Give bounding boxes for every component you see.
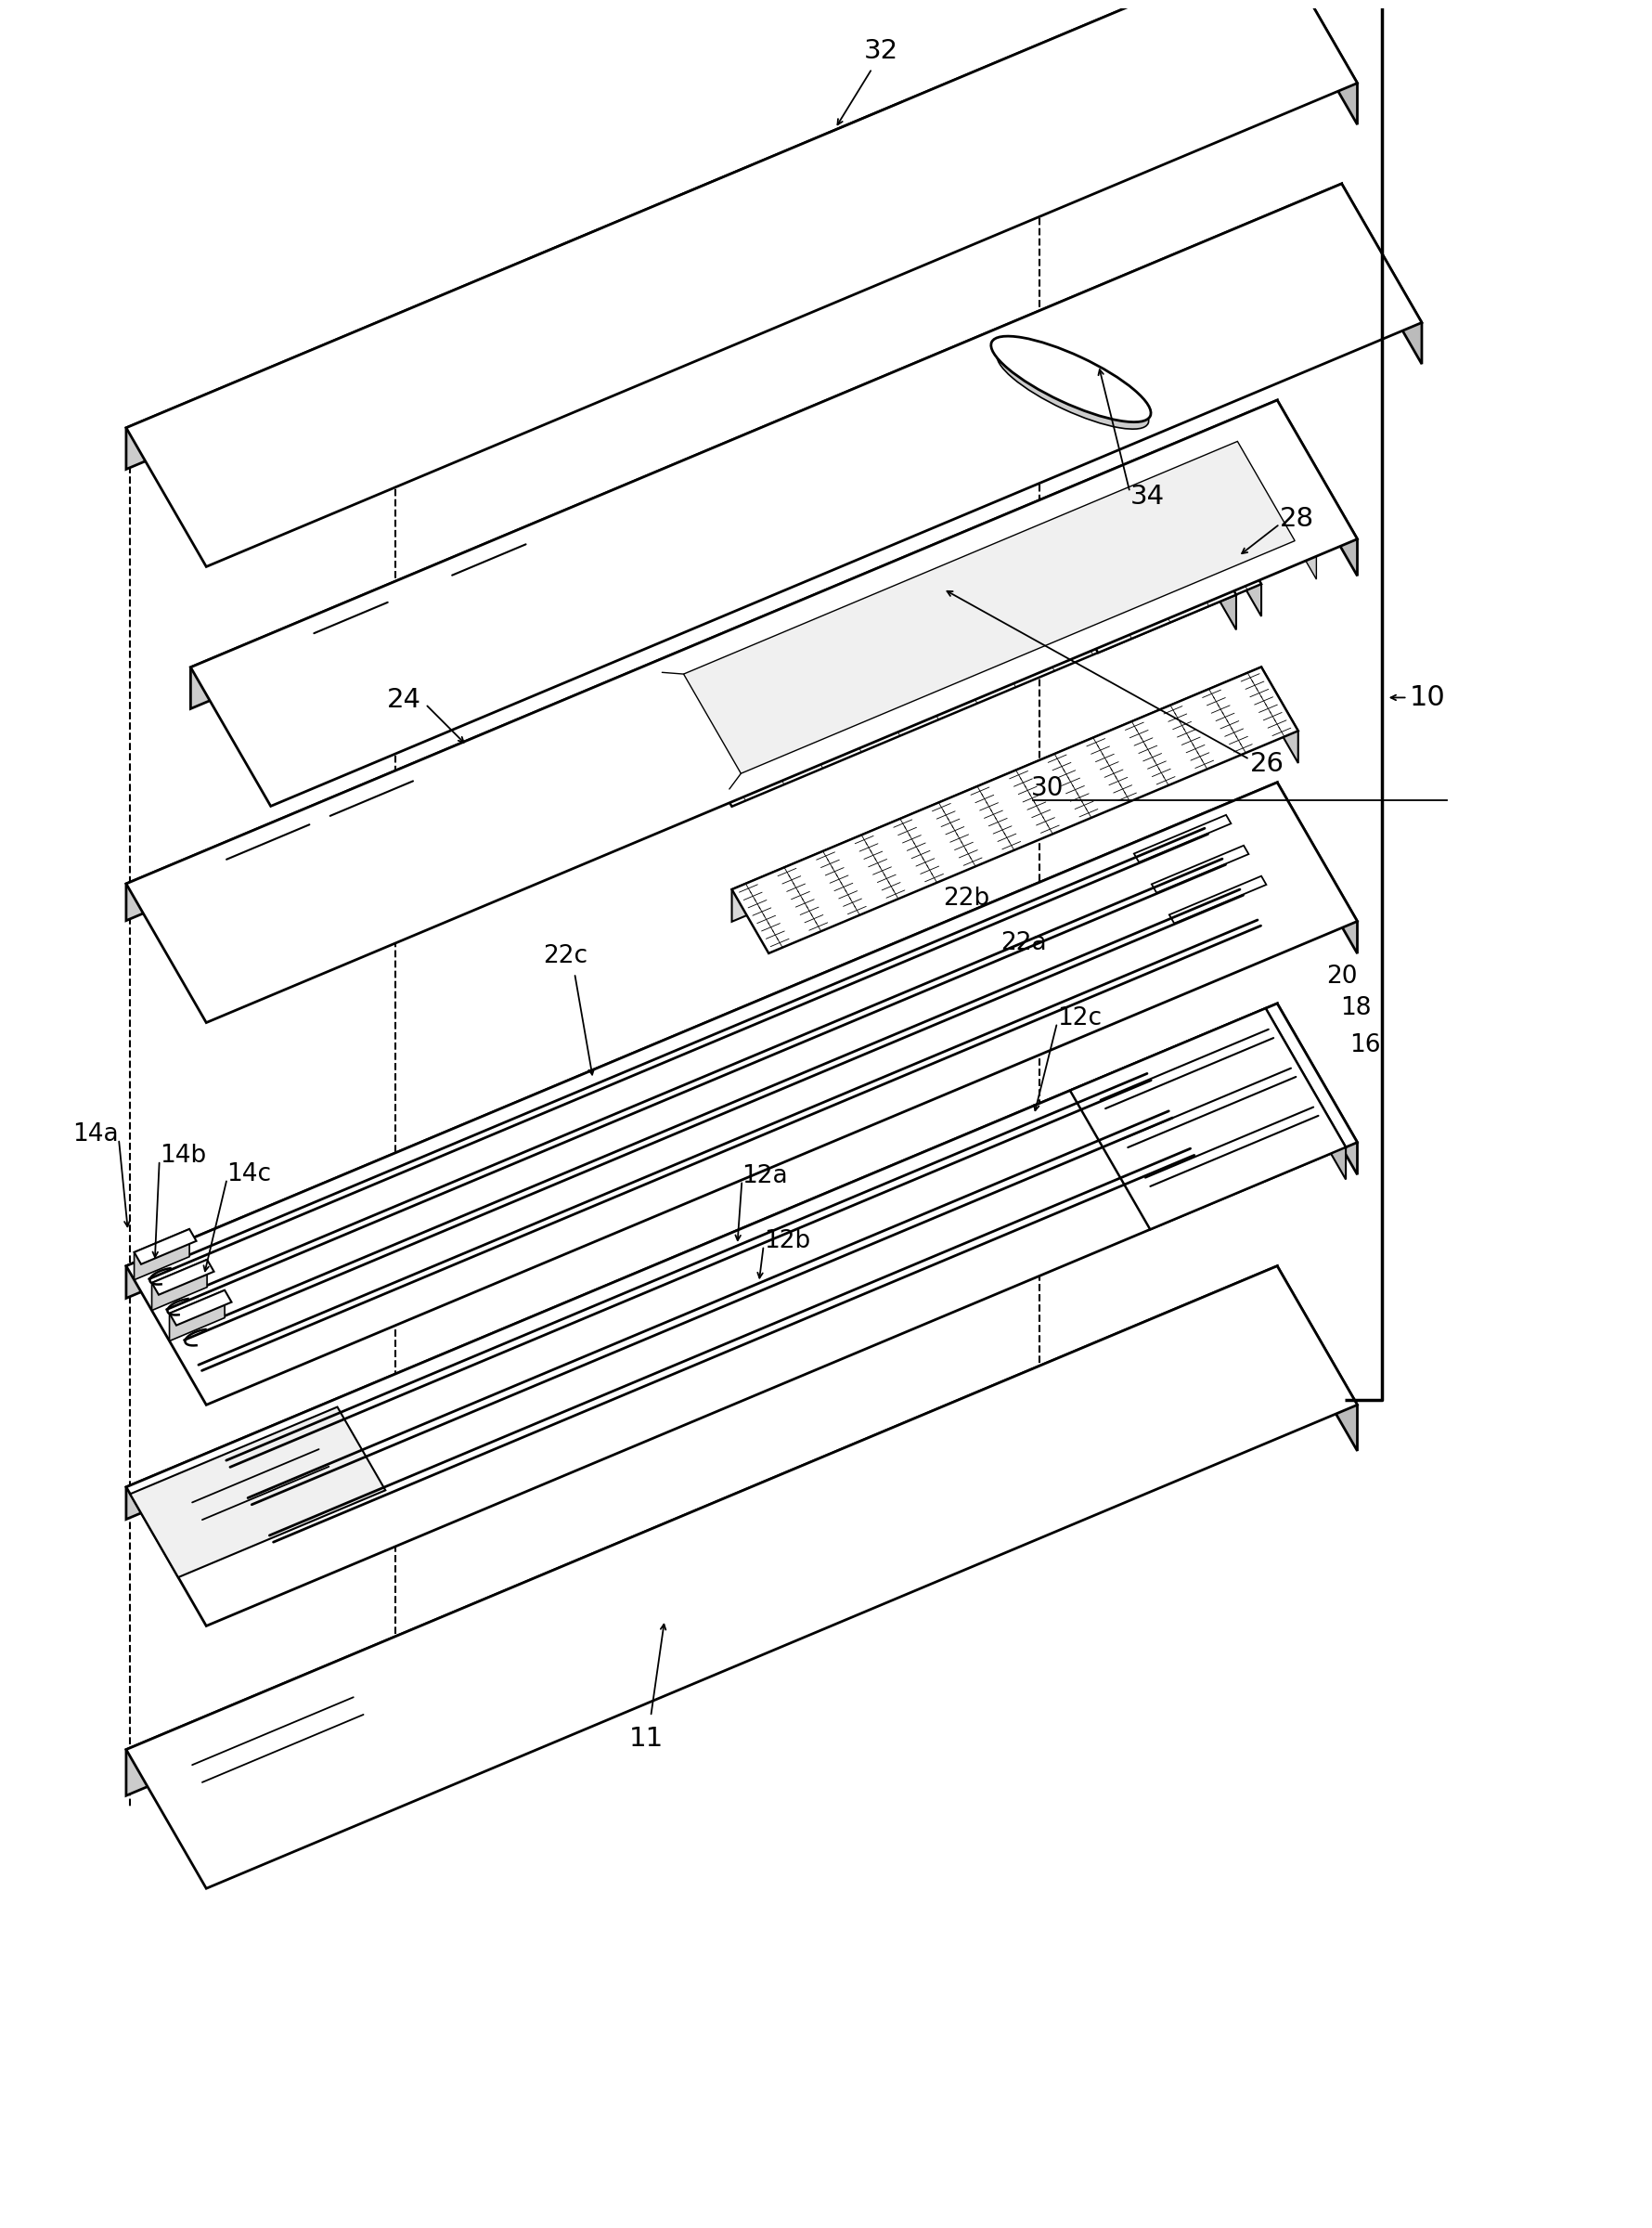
Text: 10: 10 bbox=[1409, 684, 1446, 711]
Polygon shape bbox=[170, 1290, 225, 1341]
Text: 22b: 22b bbox=[943, 887, 990, 911]
Text: 22c: 22c bbox=[544, 945, 588, 969]
Polygon shape bbox=[126, 782, 1358, 1406]
Polygon shape bbox=[134, 1230, 197, 1263]
Polygon shape bbox=[1249, 426, 1317, 579]
Polygon shape bbox=[1277, 1003, 1358, 1174]
Polygon shape bbox=[1170, 876, 1267, 922]
Polygon shape bbox=[134, 1230, 190, 1279]
Polygon shape bbox=[1277, 1266, 1358, 1450]
Text: 22a: 22a bbox=[999, 931, 1046, 956]
Text: 26: 26 bbox=[1249, 751, 1284, 778]
Text: 12a: 12a bbox=[742, 1163, 788, 1188]
Polygon shape bbox=[684, 441, 1295, 773]
Text: 12c: 12c bbox=[1057, 1007, 1102, 1029]
Text: 28: 28 bbox=[1280, 506, 1315, 532]
Polygon shape bbox=[190, 183, 1341, 709]
Polygon shape bbox=[170, 1290, 231, 1326]
Text: 34: 34 bbox=[1130, 483, 1165, 510]
Polygon shape bbox=[1262, 666, 1298, 764]
Text: 16: 16 bbox=[1350, 1034, 1381, 1058]
Polygon shape bbox=[732, 666, 1298, 954]
Polygon shape bbox=[152, 1259, 206, 1310]
Polygon shape bbox=[694, 519, 1262, 807]
Polygon shape bbox=[126, 0, 1277, 470]
Polygon shape bbox=[1075, 555, 1213, 648]
Polygon shape bbox=[662, 426, 1317, 789]
Text: 18: 18 bbox=[1340, 996, 1371, 1020]
Polygon shape bbox=[1265, 1009, 1346, 1179]
Polygon shape bbox=[126, 401, 1277, 920]
Polygon shape bbox=[126, 1003, 1358, 1626]
Polygon shape bbox=[126, 401, 1358, 1023]
Polygon shape bbox=[1341, 183, 1422, 363]
Polygon shape bbox=[694, 519, 1224, 773]
Polygon shape bbox=[1224, 519, 1262, 617]
Polygon shape bbox=[1277, 0, 1358, 125]
Text: 14a: 14a bbox=[73, 1123, 119, 1147]
Polygon shape bbox=[126, 1266, 1277, 1796]
Polygon shape bbox=[126, 1266, 1358, 1889]
Polygon shape bbox=[1277, 782, 1358, 954]
Polygon shape bbox=[1277, 401, 1358, 575]
Ellipse shape bbox=[996, 348, 1148, 430]
Text: 30: 30 bbox=[1031, 775, 1064, 802]
Polygon shape bbox=[1213, 555, 1236, 631]
Polygon shape bbox=[1070, 1009, 1346, 1230]
Polygon shape bbox=[732, 666, 1262, 922]
Polygon shape bbox=[126, 0, 1358, 566]
Polygon shape bbox=[152, 1259, 215, 1294]
Polygon shape bbox=[1075, 555, 1236, 653]
Polygon shape bbox=[1151, 844, 1249, 893]
Text: 14b: 14b bbox=[159, 1143, 206, 1167]
Text: 11: 11 bbox=[629, 1727, 664, 1751]
Polygon shape bbox=[190, 183, 1422, 807]
Polygon shape bbox=[142, 1644, 448, 1843]
Text: 12b: 12b bbox=[763, 1230, 809, 1252]
Text: 24: 24 bbox=[387, 686, 421, 713]
Polygon shape bbox=[126, 1003, 1277, 1519]
Text: 32: 32 bbox=[864, 38, 899, 65]
Text: 20: 20 bbox=[1327, 965, 1358, 989]
Text: 14c: 14c bbox=[226, 1163, 271, 1185]
Polygon shape bbox=[1133, 815, 1231, 862]
Polygon shape bbox=[126, 782, 1277, 1299]
Polygon shape bbox=[131, 1406, 385, 1577]
Ellipse shape bbox=[991, 336, 1151, 421]
